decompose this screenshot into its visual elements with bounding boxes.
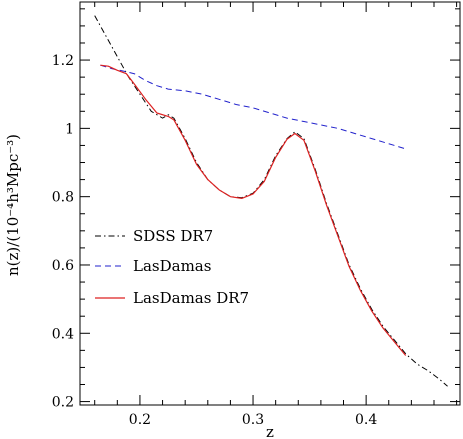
x-axis-label: z (266, 423, 274, 439)
series-line-lasdamas (100, 64, 406, 150)
x-tick-label: 0.2 (129, 412, 151, 428)
plot-frame (79, 1, 461, 406)
y-tick-label: 1.2 (52, 53, 74, 69)
x-tick-label: 0.4 (355, 412, 377, 428)
series-line-sdss-dr7 (94, 15, 448, 387)
legend: SDSS DR7 LasDamas LasDamas DR7 (95, 227, 249, 307)
y-tick-label: 0.6 (52, 258, 74, 274)
x-tick-label: 0.3 (242, 412, 264, 428)
legend-label-lasdamas: LasDamas (133, 257, 211, 275)
series-layer (94, 15, 448, 387)
y-tick-label: 0.2 (52, 395, 74, 411)
tick-labels: 0.2 0.3 0.4 0.2 0.4 0.6 0.8 1 1.2 (52, 53, 378, 428)
y-tick-label: 0.4 (52, 326, 74, 342)
y-axis-label: n(z)/(10⁻⁴h³Mpc⁻³) (4, 134, 22, 276)
series-line-lasdamas-dr7 (100, 64, 407, 356)
y-tick-label: 1 (65, 121, 74, 137)
axis-ticks (80, 2, 460, 405)
y-tick-label: 0.8 (52, 190, 74, 206)
legend-label-sdss-dr7: SDSS DR7 (133, 227, 213, 245)
legend-label-lasdamas-dr7: LasDamas DR7 (133, 289, 249, 307)
